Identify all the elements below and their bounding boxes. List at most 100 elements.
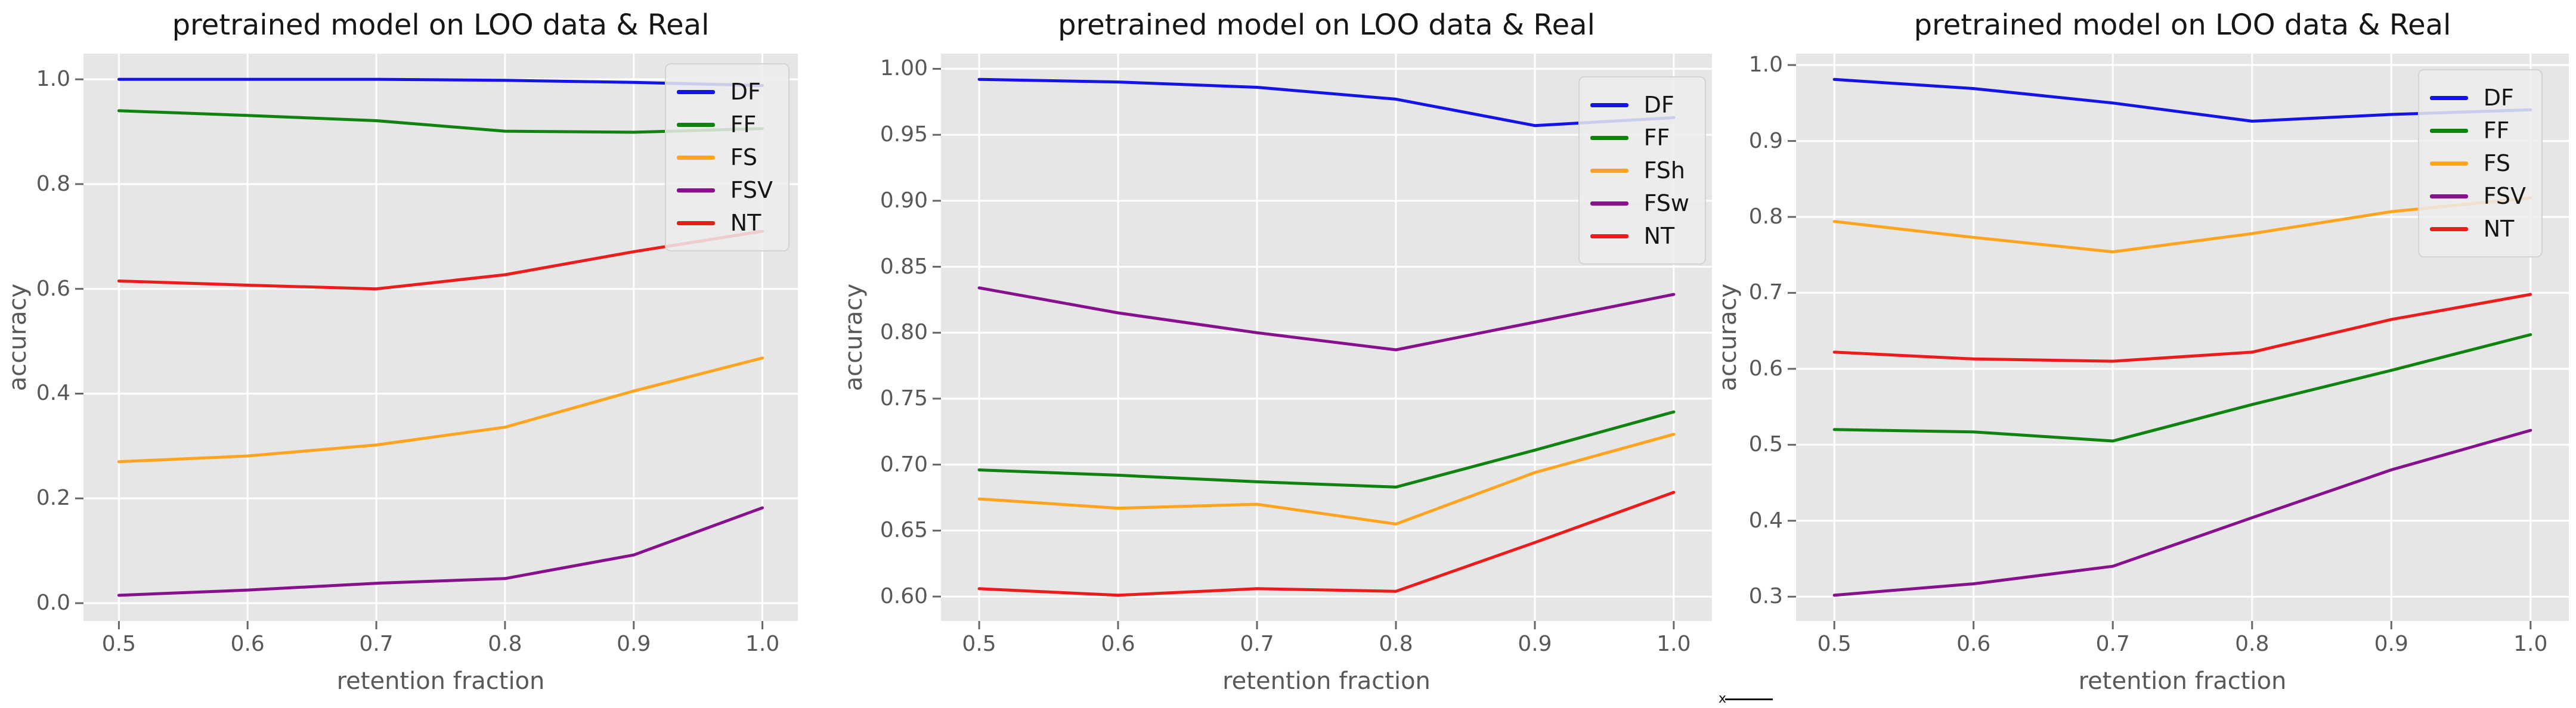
- legend-item-label: FF: [2483, 117, 2510, 144]
- x-axis-label: retention fraction: [2078, 667, 2287, 695]
- series-line-FS: [1832, 196, 2532, 254]
- series-line-NT: [117, 229, 764, 291]
- series-line-FF: [1832, 333, 2532, 443]
- legend-item-label: DF: [1643, 92, 1674, 118]
- y-tick-label: 0.2: [36, 486, 70, 511]
- legend-box: DF FF FS FSV NT: [2417, 69, 2543, 257]
- line-chart-2: pretrained model on LOO data & Real accu…: [840, 0, 1717, 708]
- chart-title: pretrained model on LOO data & Real: [1058, 8, 1595, 42]
- y-axis-label: accuracy: [4, 283, 32, 392]
- y-tick-label: 0.6: [1748, 356, 1783, 381]
- x-tick-label: 1.0: [745, 632, 780, 656]
- series-line-FF: [117, 109, 764, 134]
- x-tick-label: 0.9: [1518, 632, 1552, 656]
- series-line-DF: [1832, 77, 2532, 123]
- legend-line-sample: [2429, 226, 2468, 231]
- series-line-FF: [977, 410, 1676, 489]
- legend-item-label: NT: [2483, 216, 2515, 242]
- y-tick-label: 0.85: [880, 254, 928, 279]
- legend-item: FSw: [1590, 190, 1689, 217]
- series-line-NT: [977, 490, 1676, 597]
- y-tick-label: 0.60: [880, 584, 928, 609]
- legend-line-sample: [676, 89, 715, 94]
- legend-line-sample: [2429, 194, 2468, 198]
- legend-item: FF: [1590, 124, 1689, 151]
- y-tick-label: 0.95: [880, 122, 928, 147]
- legend-line-sample: [676, 155, 715, 160]
- x-tick-label: 0.7: [359, 632, 394, 656]
- chart-title: pretrained model on LOO data & Real: [1914, 8, 2451, 42]
- legend-line-sample: [1590, 168, 1628, 173]
- legend-item-label: NT: [1643, 223, 1675, 249]
- legend-line-sample: [676, 188, 715, 192]
- legend-item: DF: [676, 78, 773, 105]
- y-tick-label: 0.75: [880, 386, 928, 411]
- y-tick-label: 0.8: [1748, 204, 1783, 229]
- x-tick-label: 0.8: [488, 632, 522, 656]
- y-tick-label: 0.65: [880, 518, 928, 543]
- x-tick-label: 0.6: [1956, 632, 1991, 656]
- legend-line-sample: [2429, 95, 2468, 100]
- x-tick-label: 0.7: [1240, 632, 1274, 656]
- legend-item: DF: [1590, 91, 1689, 119]
- y-tick-label: 0.9: [1748, 128, 1783, 153]
- x-tick-label: 0.7: [2095, 632, 2130, 656]
- y-tick-label: 1.0: [1748, 52, 1783, 77]
- legend-item-label: FSw: [1643, 190, 1689, 216]
- legend-line-sample: [1590, 234, 1628, 238]
- legend-item-label: DF: [730, 79, 761, 105]
- legend-item: NT: [676, 209, 773, 237]
- legend-box: DF FF FSh FSw NT: [1578, 76, 1706, 265]
- x-tick-label: 1.0: [2513, 632, 2548, 656]
- legend-item: FSV: [2429, 182, 2526, 210]
- stray-mark-x: x: [1719, 691, 1727, 706]
- legend-box: DF FF FS FSV NT: [664, 63, 789, 251]
- line-chart-1: pretrained model on LOO data & Real accu…: [0, 0, 859, 708]
- y-tick-label: 0.3: [1748, 584, 1783, 609]
- legend-item: FSh: [1590, 157, 1689, 184]
- legend-item-label: FSh: [1643, 157, 1686, 184]
- stray-mark: x: [1719, 693, 1773, 706]
- legend-line-sample: [1590, 201, 1628, 206]
- legend-item: NT: [2429, 215, 2526, 243]
- legend-line-sample: [1590, 135, 1628, 140]
- x-tick-label: 0.8: [1379, 632, 1413, 656]
- series-line-FSV: [1832, 428, 2532, 597]
- series-line-FS: [117, 356, 764, 464]
- legend-line-sample: [2429, 128, 2468, 133]
- x-tick-label: 0.9: [2374, 632, 2408, 656]
- x-tick-label: 1.0: [1657, 632, 1691, 656]
- legend-line-sample: [676, 221, 715, 225]
- legend-item: FS: [676, 144, 773, 171]
- y-tick-label: 0.80: [880, 320, 928, 345]
- legend-item-label: FSV: [2483, 183, 2526, 209]
- x-tick-label: 0.6: [230, 632, 265, 656]
- y-tick-label: 0.4: [1748, 508, 1783, 533]
- series-line-DF: [977, 77, 1676, 128]
- legend-item-label: FSV: [730, 177, 773, 203]
- legend-item: DF: [2429, 84, 2526, 111]
- series-line-DF: [117, 77, 764, 88]
- x-axis-label: retention fraction: [1222, 667, 1431, 695]
- chart-title: pretrained model on LOO data & Real: [172, 8, 710, 42]
- legend-item-label: FS: [730, 144, 757, 170]
- y-tick-label: 0.0: [36, 591, 70, 616]
- legend-item-label: NT: [730, 210, 761, 236]
- y-tick-label: 1.0: [36, 67, 70, 92]
- y-tick-label: 0.4: [36, 381, 70, 406]
- y-tick-label: 0.8: [36, 171, 70, 196]
- series-line-FSV: [117, 506, 764, 597]
- legend-item-label: FF: [1643, 125, 1670, 151]
- x-axis-label: retention fraction: [336, 667, 545, 695]
- legend-item: NT: [1590, 222, 1689, 250]
- legend-item-label: FS: [2483, 150, 2510, 176]
- y-tick-label: 0.90: [880, 188, 928, 213]
- legend-item: FF: [676, 111, 773, 138]
- y-tick-label: 0.7: [1748, 280, 1783, 305]
- legend-item: FSV: [676, 176, 773, 204]
- y-tick-label: 0.5: [1748, 432, 1783, 457]
- legend-item-label: DF: [2483, 85, 2514, 111]
- y-tick-label: 1.00: [880, 56, 928, 81]
- y-tick-label: 0.6: [36, 276, 70, 301]
- series-line-FSh: [977, 433, 1676, 526]
